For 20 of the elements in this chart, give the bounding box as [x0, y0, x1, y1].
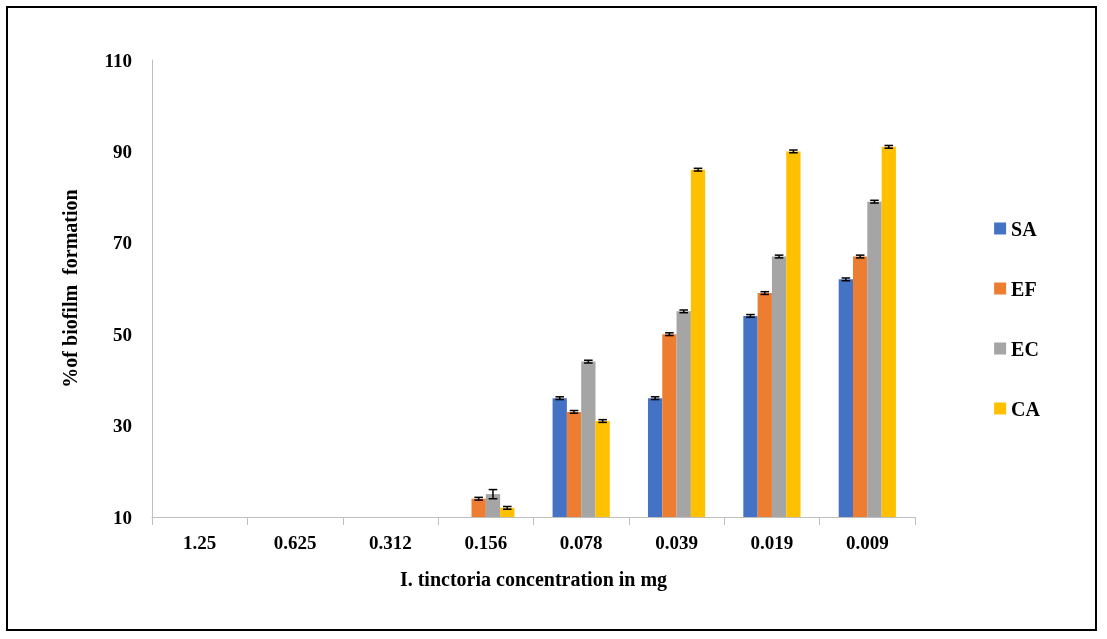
y-tick-label: 50 — [113, 323, 132, 345]
x-tick-label: 0.078 — [559, 532, 603, 553]
x-tick-label: 0.019 — [750, 532, 794, 553]
x-tick-label: 1.25 — [183, 532, 217, 553]
x-axis-title: I. tinctoria concentration in mg — [399, 568, 668, 591]
y-tick-label: 70 — [113, 232, 132, 254]
legend-label: SA — [1011, 217, 1038, 240]
y-axis-title: %of biofilm formation — [59, 189, 81, 388]
legend-label: CA — [1011, 397, 1041, 420]
legend-label: EF — [1011, 277, 1037, 300]
x-tick-label: 0.039 — [655, 532, 698, 553]
x-tick-label: 0.156 — [464, 532, 508, 553]
y-tick-label: 110 — [104, 49, 132, 71]
y-tick-label: 30 — [113, 415, 132, 437]
y-tick-label: 10 — [113, 506, 132, 528]
y-tick-label: 90 — [113, 140, 132, 162]
x-tick-label: 0.312 — [369, 532, 412, 553]
legend-label: EC — [1011, 337, 1039, 360]
x-tick-label: 0.009 — [845, 532, 889, 553]
x-tick-label: 0.625 — [273, 532, 317, 553]
